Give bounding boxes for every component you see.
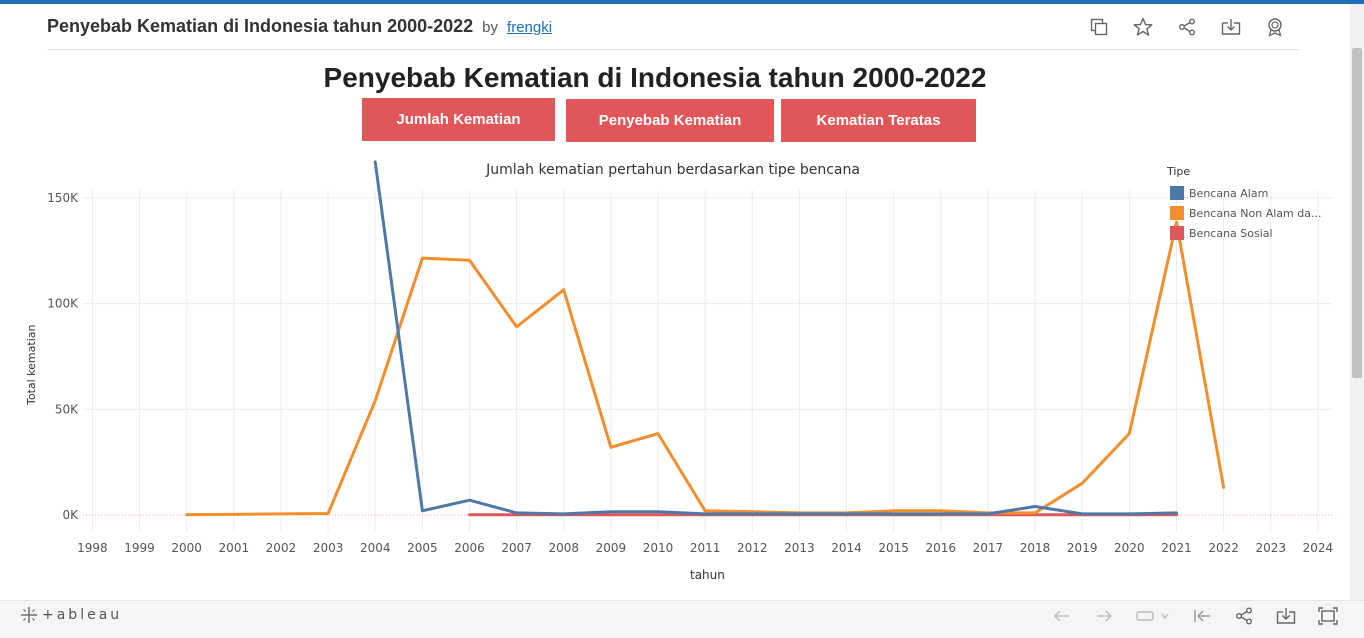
- x-tick-label: 2017: [973, 541, 1004, 555]
- tableau-logo[interactable]: +ableau: [20, 606, 122, 624]
- x-tick-label: 2009: [596, 541, 627, 555]
- share-icon[interactable]: [1174, 16, 1200, 38]
- x-tick-label: 2007: [501, 541, 532, 555]
- x-tick-label: 2021: [1161, 541, 1192, 555]
- chart-title: Jumlah kematian pertahun berdasarkan tip…: [486, 162, 860, 178]
- x-tick-label: 2020: [1114, 541, 1145, 555]
- y-tick-label: 50K: [55, 402, 79, 416]
- penyebab-kematian-button[interactable]: Penyebab Kematian: [566, 99, 774, 142]
- x-tick-label: 2013: [784, 541, 815, 555]
- x-tick-label: 2004: [360, 541, 391, 555]
- download-icon[interactable]: [1218, 16, 1244, 38]
- reset-to-start-icon[interactable]: [1192, 606, 1212, 626]
- x-tick-label: 2003: [313, 541, 344, 555]
- kematian-teratas-button[interactable]: Kematian Teratas: [781, 99, 976, 142]
- x-tick-label: 2016: [926, 541, 957, 555]
- y-axis-label: Total kematian: [25, 324, 38, 405]
- scrollbar-thumb[interactable]: [1352, 48, 1362, 378]
- star-icon[interactable]: [1130, 16, 1156, 38]
- legend-item[interactable]: Bencana Non Alam da...: [1170, 206, 1321, 220]
- y-tick-label: 0K: [62, 508, 79, 522]
- x-tick-label: 2000: [171, 541, 202, 555]
- legend-item[interactable]: Bencana Sosial: [1170, 226, 1273, 240]
- legend-swatch: [1170, 226, 1184, 240]
- tableau-footer: +ableau: [0, 600, 1364, 638]
- legend-title: Tipe: [1167, 165, 1191, 178]
- legend-swatch: [1170, 186, 1184, 200]
- x-tick-label: 2014: [831, 541, 862, 555]
- footer-share-icon[interactable]: [1234, 606, 1254, 626]
- legend-swatch: [1170, 206, 1184, 220]
- viz-title: Penyebab Kematian di Indonesia tahun 200…: [47, 16, 552, 37]
- jumlah-kematian-button[interactable]: Jumlah Kematian: [362, 98, 555, 141]
- x-tick-label: 1999: [124, 541, 155, 555]
- by-text: by: [482, 19, 499, 36]
- badge-icon[interactable]: [1262, 16, 1288, 38]
- legend-label: Bencana Non Alam da...: [1189, 206, 1322, 220]
- footer-toolbar: [1052, 606, 1338, 626]
- x-tick-label: 2002: [266, 541, 297, 555]
- author-link[interactable]: frengki: [507, 19, 553, 36]
- x-tick-label: 2011: [690, 541, 721, 555]
- footer-download-icon[interactable]: [1276, 606, 1296, 626]
- x-tick-label: 2012: [737, 541, 768, 555]
- x-tick-label: 2024: [1303, 541, 1334, 555]
- series-line-1[interactable]: [185, 220, 1226, 517]
- undo-icon[interactable]: [1052, 606, 1072, 626]
- x-tick-label: 2022: [1208, 541, 1239, 555]
- x-tick-label: 2019: [1067, 541, 1098, 555]
- copy-icon[interactable]: [1086, 16, 1112, 38]
- legend-item[interactable]: Bencana Alam: [1170, 186, 1268, 200]
- x-tick-label: 2008: [548, 541, 579, 555]
- dashboard-title: Penyebab Kematian di Indonesia tahun 200…: [323, 62, 987, 93]
- series-line-0[interactable]: [373, 160, 1178, 516]
- x-tick-label: 2023: [1255, 541, 1286, 555]
- header-toolbar: [1086, 16, 1288, 38]
- legend-label: Bencana Alam: [1189, 186, 1269, 200]
- x-tick-label: 2006: [454, 541, 485, 555]
- revert-icon[interactable]: [1136, 606, 1170, 626]
- x-axis-label: tahun: [690, 568, 725, 582]
- viz-title-text: Penyebab Kematian di Indonesia tahun 200…: [47, 16, 474, 36]
- redo-icon[interactable]: [1094, 606, 1114, 626]
- viz-header: Penyebab Kematian di Indonesia tahun 200…: [47, 4, 1300, 50]
- tableau-plus-icon: [21, 607, 37, 623]
- y-tick-label: 100K: [47, 297, 79, 311]
- x-tick-label: 2010: [643, 541, 674, 555]
- x-tick-label: 2005: [407, 541, 438, 555]
- line-chart[interactable]: 0K 50K 100K 150K 1998 1999 2000 2001 2002 2003 20…: [0, 0, 1346, 600]
- x-tick-label: 2018: [1020, 541, 1051, 555]
- x-tick-label: 2001: [219, 541, 250, 555]
- legend-label: Bencana Sosial: [1189, 226, 1273, 240]
- x-tick-label: 1998: [77, 541, 108, 555]
- tableau-logo-text: +ableau: [42, 607, 123, 623]
- fullscreen-icon[interactable]: [1318, 606, 1338, 626]
- x-tick-label: 2015: [878, 541, 909, 555]
- y-tick-label: 150K: [47, 191, 79, 205]
- top-accent-bar: [0, 0, 1364, 4]
